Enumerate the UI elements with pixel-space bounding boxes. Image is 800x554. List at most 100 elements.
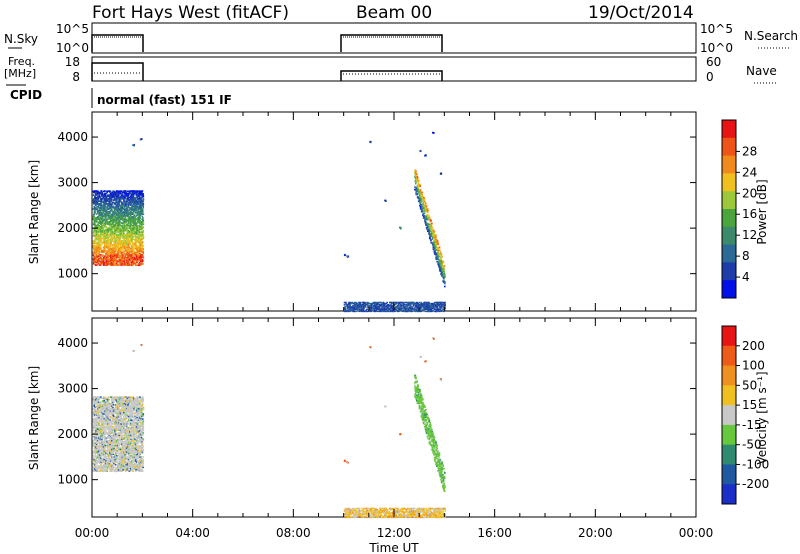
power-scatter-cell bbox=[414, 172, 416, 175]
power-scatter-cell bbox=[124, 201, 126, 204]
velocity-scatter-cell bbox=[99, 457, 102, 459]
power-scatter-cell bbox=[125, 227, 128, 230]
power-colorbar-tick-label: 28 bbox=[742, 144, 757, 158]
power-scatter-cell bbox=[419, 309, 422, 312]
velocity-scatter-cell bbox=[105, 413, 107, 415]
nave-tick-top: 60 bbox=[706, 55, 721, 69]
power-scatter-cell bbox=[126, 237, 128, 240]
power-scatter-cell bbox=[103, 231, 105, 233]
power-scatter-cell bbox=[121, 230, 123, 232]
power-scatter-cell bbox=[120, 264, 122, 266]
power-scatter-cell bbox=[131, 233, 133, 236]
power-scatter-cell bbox=[133, 231, 135, 233]
velocity-scatter-cell bbox=[96, 465, 99, 467]
velocity-scatter-cell bbox=[108, 405, 111, 407]
power-scatter-cell bbox=[402, 301, 405, 304]
velocity-scatter-cell bbox=[102, 458, 104, 461]
power-scatter-cell bbox=[118, 236, 121, 238]
power-scatter-cell bbox=[104, 240, 106, 242]
velocity-scatter-cell bbox=[105, 416, 107, 419]
velocity-scatter-cell bbox=[94, 425, 97, 428]
velocity-scatter-cell bbox=[107, 425, 109, 428]
power-scatter-cell bbox=[400, 307, 402, 309]
power-scatter-cell bbox=[109, 210, 111, 213]
power-scatter-cell bbox=[118, 194, 120, 196]
power-scatter-cell bbox=[95, 213, 98, 215]
velocity-scatter-cell bbox=[92, 439, 95, 442]
power-scatter-cell bbox=[101, 237, 103, 240]
power-scatter-cell bbox=[382, 307, 385, 309]
velocity-scatter-cell bbox=[96, 442, 99, 444]
power-scatter-cell bbox=[96, 201, 98, 204]
power-scatter-cell bbox=[102, 233, 104, 236]
velocity-scatter-cell bbox=[95, 400, 98, 402]
power-scatter-cell bbox=[114, 255, 116, 257]
power-scatter-cell bbox=[436, 301, 439, 304]
power-scatter-cell bbox=[422, 308, 424, 310]
power-scatter-cell bbox=[118, 213, 120, 215]
power-scatter-cell bbox=[131, 252, 134, 255]
power-scatter-cell bbox=[104, 205, 106, 208]
power-scatter-cell bbox=[122, 260, 124, 262]
power-scatter-cell bbox=[135, 215, 137, 218]
power-scatter-cell bbox=[114, 196, 116, 199]
power-scatter-cell bbox=[132, 199, 135, 201]
velocity-scatter-cell bbox=[108, 462, 110, 465]
power-scatter-cell bbox=[111, 261, 113, 264]
power-scatter-cell bbox=[362, 306, 365, 308]
velocity-scatter-cell bbox=[96, 402, 98, 405]
power-scatter-cell bbox=[366, 302, 368, 305]
power-scatter-cell bbox=[117, 190, 120, 192]
power-scatter-cell bbox=[112, 223, 114, 225]
power-scatter-cell bbox=[122, 232, 125, 234]
velocity-scatter-cell bbox=[102, 464, 105, 466]
power-scatter-cell bbox=[101, 232, 103, 235]
power-scatter-cell bbox=[353, 306, 355, 308]
power-scatter-cell bbox=[435, 309, 437, 312]
power-scatter-cell bbox=[118, 222, 121, 224]
velocity-scatter-cell bbox=[103, 457, 106, 459]
power-scatter-cell bbox=[117, 200, 119, 203]
velocity-scatter-cell bbox=[104, 441, 106, 443]
power-scatter-cell bbox=[134, 198, 136, 200]
power-scatter-cell bbox=[425, 205, 428, 207]
power-scatter-cell bbox=[109, 240, 112, 242]
power-scatter-cell bbox=[96, 194, 98, 196]
power-scatter-cell bbox=[423, 214, 426, 217]
power-scatter-cell bbox=[101, 193, 103, 195]
power-scatter-cell bbox=[407, 301, 409, 304]
power-scatter-cell bbox=[115, 255, 118, 257]
power-scatter-cell bbox=[134, 243, 136, 246]
velocity-scatter-cell bbox=[96, 409, 99, 411]
power-scatter-cell bbox=[108, 214, 110, 217]
velocity-scatter-cell bbox=[106, 420, 109, 423]
power-scatter-cell bbox=[370, 310, 372, 313]
power-scatter-cell bbox=[123, 195, 126, 197]
power-scatter-cell bbox=[127, 264, 129, 267]
power-scatter-cell bbox=[129, 220, 132, 223]
power-scatter-cell bbox=[127, 209, 129, 212]
power-scatter-cell bbox=[125, 212, 127, 214]
power-scatter-cell bbox=[439, 254, 441, 257]
power-scatter-cell bbox=[136, 196, 139, 199]
power-scatter-cell bbox=[380, 307, 383, 309]
power-scatter-cell bbox=[128, 247, 131, 250]
power-scatter-cell bbox=[142, 248, 144, 250]
power-scatter-cell bbox=[99, 246, 102, 248]
power-scatter-cell bbox=[137, 198, 140, 200]
date-label: 19/Oct/2014 bbox=[588, 3, 694, 23]
velocity-scatter-cell bbox=[101, 428, 104, 430]
power-scatter-cell bbox=[131, 256, 134, 259]
power-scatter-cell bbox=[105, 258, 107, 260]
power-scatter-cell bbox=[134, 233, 136, 236]
power-scatter-cell bbox=[125, 241, 127, 244]
velocity-scatter-cell bbox=[95, 458, 98, 461]
power-scatter-cell bbox=[127, 203, 129, 205]
power-scatter-cell bbox=[117, 216, 120, 218]
power-scatter-cell bbox=[136, 264, 139, 266]
power-scatter-cell bbox=[427, 307, 430, 309]
velocity-scatter-cell bbox=[107, 405, 109, 407]
power-scatter-cell bbox=[99, 219, 101, 222]
power-scatter-cell bbox=[134, 238, 136, 241]
power-scatter-cell bbox=[119, 220, 121, 223]
